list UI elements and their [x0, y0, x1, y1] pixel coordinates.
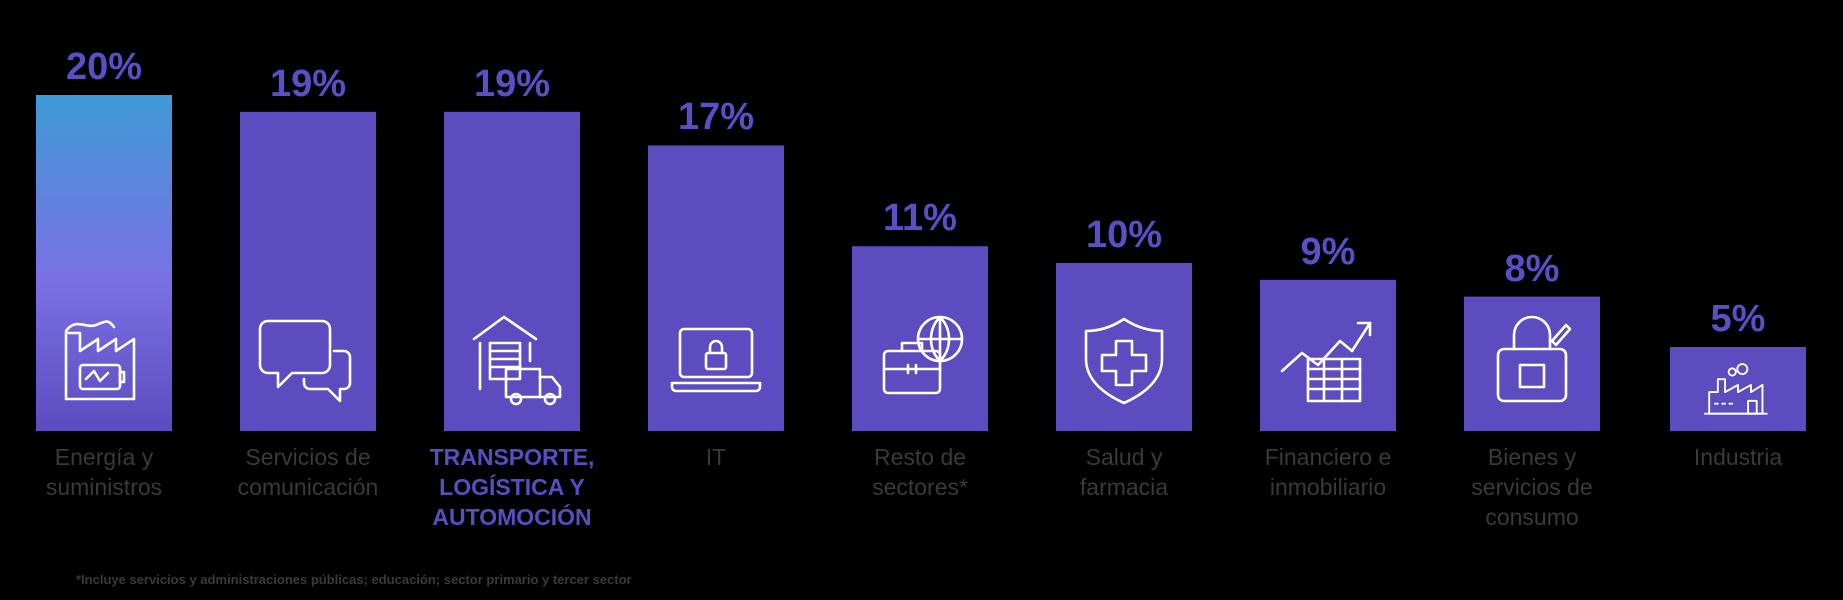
- value-label-5: 11%: [883, 197, 957, 240]
- category-label-3: TRANSPORTE, LOGÍSTICA Y AUTOMOCIÓN: [429, 444, 595, 530]
- value-label-9: 5%: [1710, 298, 1766, 340]
- category-label-8: Bienes y servicios de consumo: [1471, 444, 1593, 530]
- category-label-4: IT: [705, 444, 727, 470]
- briefcase-globe-icon: [882, 315, 964, 395]
- value-label-2: 19%: [269, 62, 347, 105]
- bar-1: [36, 95, 172, 431]
- value-label-3: 19%: [473, 62, 551, 105]
- category-label-6: Salud y farmacia: [1079, 444, 1169, 500]
- shield-cross-icon: [1084, 317, 1164, 405]
- category-label-9: Industria: [1693, 444, 1783, 470]
- shopping-bag-icon: [1496, 315, 1572, 403]
- bar-2: [240, 111, 376, 432]
- category-label-1: Energía y suministros: [45, 444, 163, 500]
- industry-icon: [1703, 363, 1768, 415]
- footnote: *Incluye servicios y administraciones pú…: [76, 572, 632, 587]
- value-label-6: 10%: [1085, 214, 1163, 256]
- chat-bubbles-icon: [258, 319, 352, 403]
- value-label-8: 8%: [1504, 247, 1560, 290]
- category-label-2: Servicios de comunicación: [237, 444, 379, 500]
- category-label-7: Financiero e inmobiliario: [1264, 444, 1392, 500]
- bar-3: [444, 111, 580, 432]
- bar-4: [648, 145, 784, 431]
- value-label-4: 17%: [677, 96, 755, 139]
- value-label-1: 20%: [65, 46, 143, 88]
- trend-chart-icon: [1280, 321, 1372, 403]
- factory-battery-icon: [64, 320, 136, 401]
- warehouse-truck-icon: [472, 315, 562, 406]
- laptop-lock-icon: [670, 327, 762, 393]
- category-label-5: Resto de sectores*: [872, 444, 968, 500]
- bar-6: [1056, 263, 1192, 431]
- value-label-7: 9%: [1300, 230, 1356, 273]
